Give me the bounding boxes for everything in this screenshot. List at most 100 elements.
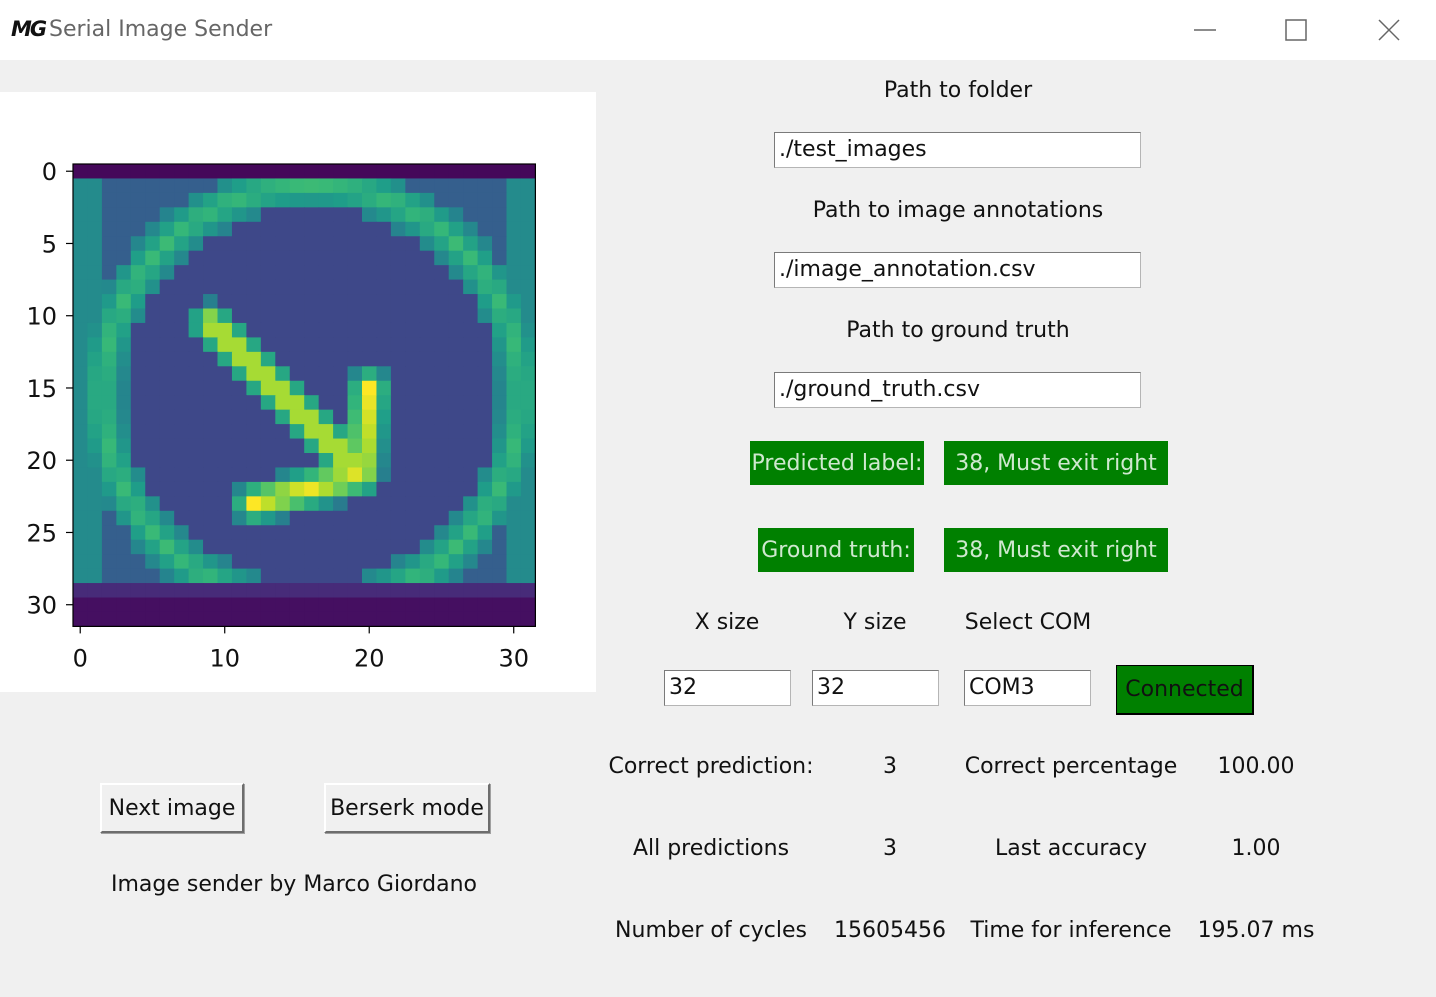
heatmap-cell	[260, 395, 276, 411]
heatmap-cell	[130, 467, 146, 483]
heatmap-cell	[203, 438, 219, 454]
annotations-path-input[interactable]: ./image_annotation.csv	[774, 252, 1141, 288]
berserk-mode-button[interactable]: Berserk mode	[324, 783, 490, 833]
heatmap-cell	[477, 395, 493, 411]
heatmap-cell	[362, 409, 378, 425]
heatmap-cell	[463, 568, 479, 584]
heatmap-cell	[101, 250, 117, 266]
heatmap-cell	[405, 207, 421, 223]
heatmap-cell	[347, 236, 363, 252]
heatmap-cell	[289, 424, 305, 440]
heatmap-cell	[376, 481, 392, 497]
heatmap-cell	[506, 583, 522, 599]
heatmap-cell	[506, 467, 522, 483]
heatmap-cell	[73, 611, 89, 627]
heatmap-cell	[174, 481, 190, 497]
ground-truth-path-input[interactable]: ./ground_truth.csv	[774, 372, 1141, 408]
heatmap-cell	[434, 510, 450, 526]
x-size-label: X size	[694, 610, 760, 635]
heatmap-cell	[130, 568, 146, 584]
heatmap-cell	[289, 583, 305, 599]
heatmap-cell	[289, 554, 305, 570]
credit-text: Image sender by Marco Giordano	[110, 872, 478, 897]
heatmap-cell	[376, 568, 392, 584]
y-size-input[interactable]: 32	[812, 670, 939, 706]
heatmap-cell	[101, 554, 117, 570]
heatmap-cell	[405, 265, 421, 281]
heatmap-cell	[390, 539, 406, 555]
heatmap-cell	[73, 294, 89, 310]
x-size-input[interactable]: 32	[664, 670, 791, 706]
heatmap-cell	[304, 164, 320, 180]
heatmap-cell	[73, 207, 89, 223]
heatmap-cell	[275, 453, 291, 469]
heatmap-cell	[188, 438, 204, 454]
heatmap-cell	[304, 192, 320, 208]
heatmap-cell	[477, 510, 493, 526]
connect-button[interactable]: Connected	[1116, 665, 1254, 715]
heatmap-cell	[275, 380, 291, 396]
heatmap-cell	[304, 583, 320, 599]
heatmap-cell	[434, 351, 450, 367]
heatmap-cell	[448, 424, 464, 440]
next-image-button[interactable]: Next image	[100, 783, 244, 833]
heatmap-cell	[130, 409, 146, 425]
heatmap-cell	[188, 510, 204, 526]
heatmap-cell	[376, 409, 392, 425]
heatmap-cell	[520, 539, 536, 555]
heatmap-cell	[477, 583, 493, 599]
heatmap-cell	[318, 337, 334, 353]
heatmap-cell	[506, 308, 522, 324]
com-port-input[interactable]: COM3	[964, 670, 1091, 706]
inference-time-value: 195.07 ms	[1197, 918, 1315, 943]
heatmap-cell	[260, 279, 276, 295]
close-button[interactable]	[1343, 0, 1435, 60]
correct-percentage-value: 100.00	[1217, 754, 1295, 779]
heatmap-cell	[203, 207, 219, 223]
heatmap-cell	[217, 308, 233, 324]
heatmap-cell	[477, 481, 493, 497]
heatmap-cell	[116, 525, 132, 541]
heatmap-cell	[390, 192, 406, 208]
heatmap-cell	[188, 308, 204, 324]
heatmap-cell	[390, 322, 406, 338]
heatmap-cell	[333, 583, 349, 599]
minimize-button[interactable]	[1159, 0, 1251, 60]
heatmap-cell	[477, 568, 493, 584]
heatmap-cell	[434, 279, 450, 295]
heatmap-cell	[130, 597, 146, 613]
y-size-label: Y size	[843, 610, 907, 635]
heatmap-cell	[347, 597, 363, 613]
heatmap-cell	[246, 554, 262, 570]
x-tick-label: 30	[498, 644, 529, 672]
correct-prediction-value: 3	[883, 754, 897, 779]
heatmap-cell	[159, 164, 175, 180]
heatmap-cell	[362, 207, 378, 223]
heatmap-cell	[159, 539, 175, 555]
heatmap-cell	[159, 424, 175, 440]
heatmap-cell	[477, 496, 493, 512]
heatmap-cell	[145, 554, 161, 570]
heatmap-cell	[159, 178, 175, 194]
heatmap-cell	[448, 583, 464, 599]
heatmap-cell	[116, 294, 132, 310]
heatmap-cell	[419, 265, 435, 281]
heatmap-cell	[318, 467, 334, 483]
heatmap-cell	[333, 611, 349, 627]
heatmap-cell	[333, 192, 349, 208]
heatmap-cell	[174, 380, 190, 396]
heatmap-cell	[116, 164, 132, 180]
heatmap-cell	[304, 597, 320, 613]
heatmap-cell	[434, 467, 450, 483]
heatmap-cell	[419, 539, 435, 555]
heatmap-cell	[463, 597, 479, 613]
heatmap-cell	[405, 510, 421, 526]
heatmap-cell	[318, 322, 334, 338]
heatmap-cell	[434, 597, 450, 613]
heatmap-cell	[463, 192, 479, 208]
heatmap-cell	[188, 351, 204, 367]
maximize-button[interactable]	[1250, 0, 1342, 60]
folder-path-input[interactable]: ./test_images	[774, 132, 1141, 168]
heatmap-cell	[275, 308, 291, 324]
heatmap-cell	[492, 322, 508, 338]
